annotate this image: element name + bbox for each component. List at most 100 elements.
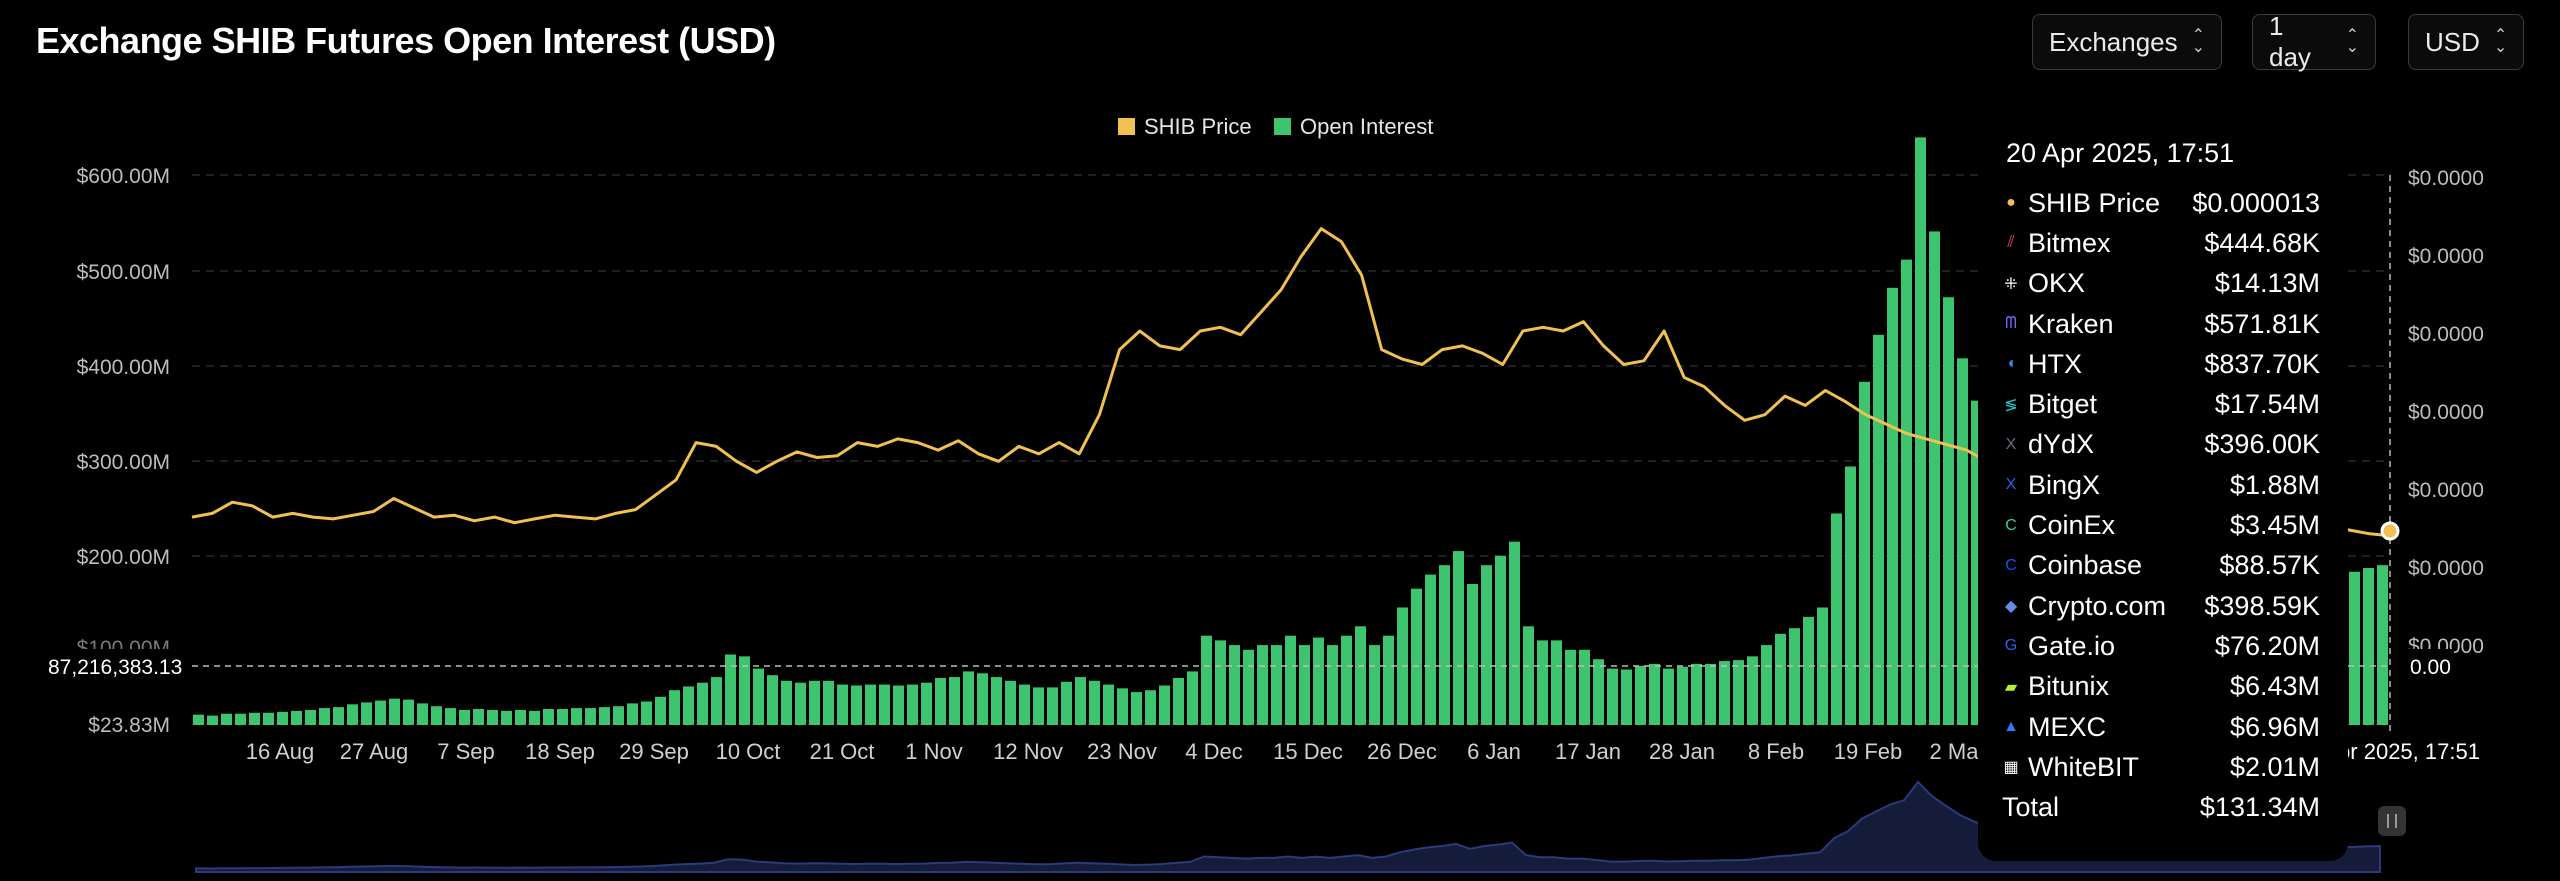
oi-bar[interactable] [1327,645,1338,725]
oi-bar[interactable] [1551,640,1562,725]
oi-bar[interactable] [1957,358,1968,725]
oi-bar[interactable] [879,684,890,725]
oi-bar[interactable] [1677,666,1688,725]
oi-bar[interactable] [1061,681,1072,725]
oi-bar[interactable] [991,677,1002,725]
oi-bar[interactable] [263,712,274,725]
exchanges-select[interactable]: Exchanges ⌃ ⌄ [2032,14,2222,70]
oi-bar[interactable] [333,707,344,725]
oi-bar[interactable] [865,684,876,725]
oi-bar[interactable] [417,703,428,725]
oi-bar[interactable] [1159,685,1170,725]
oi-bar[interactable] [1467,583,1478,725]
oi-bar[interactable] [599,707,610,725]
oi-bar[interactable] [823,680,834,725]
oi-bar[interactable] [1873,334,1884,725]
oi-bar[interactable] [1733,660,1744,725]
oi-bar[interactable] [1425,574,1436,725]
oi-bar[interactable] [1565,649,1576,725]
oi-bar[interactable] [1215,640,1226,725]
oi-bar[interactable] [963,671,974,725]
oi-bar[interactable] [1705,663,1716,725]
oi-bar[interactable] [1649,663,1660,725]
oi-bar[interactable] [319,708,330,725]
oi-bar[interactable] [1243,649,1254,725]
oi-bar[interactable] [977,673,988,725]
oi-bar[interactable] [795,682,806,725]
oi-bar[interactable] [725,654,736,725]
oi-bar[interactable] [1901,259,1912,725]
oi-bar[interactable] [641,701,652,725]
oi-bar[interactable] [1509,541,1520,725]
oi-bar[interactable] [1229,645,1240,725]
oi-bar[interactable] [1789,628,1800,725]
interval-select[interactable]: 1 day ⌃ ⌄ [2252,11,2376,72]
oi-bar[interactable] [907,684,918,725]
oi-bar[interactable] [1075,677,1086,725]
oi-bar[interactable] [207,715,218,725]
oi-bar[interactable] [1187,671,1198,725]
oi-bar[interactable] [585,708,596,725]
oi-bar[interactable] [1593,659,1604,725]
oi-bar[interactable] [1117,688,1128,725]
oi-bar[interactable] [1019,684,1030,725]
oi-bar[interactable] [515,709,526,725]
oi-bar[interactable] [949,677,960,725]
oi-bar[interactable] [1691,663,1702,725]
oi-bar[interactable] [389,698,400,725]
oi-bar[interactable] [1355,626,1366,725]
oi-bar[interactable] [809,680,820,725]
oi-bar[interactable] [1145,690,1156,725]
oi-bar[interactable] [935,677,946,725]
oi-bar[interactable] [1803,616,1814,725]
currency-select[interactable]: USD ⌃ ⌄ [2408,14,2524,70]
oi-bar[interactable] [529,710,540,725]
oi-bar[interactable] [1313,637,1324,725]
oi-bar[interactable] [1971,400,1982,725]
oi-bar[interactable] [1131,692,1142,725]
oi-bar[interactable] [487,709,498,725]
oi-bar[interactable] [1341,635,1352,725]
oi-bar[interactable] [1831,513,1842,725]
oi-bar[interactable] [291,710,302,725]
oi-bar[interactable] [1299,645,1310,725]
oi-bar[interactable] [1537,640,1548,725]
oi-bar[interactable] [1887,287,1898,725]
oi-bar[interactable] [1271,645,1282,725]
oi-bar[interactable] [459,709,470,725]
oi-bar[interactable] [2363,567,2374,725]
oi-bar[interactable] [669,690,680,725]
oi-bar[interactable] [501,710,512,725]
oi-bar[interactable] [1047,687,1058,725]
oi-bar[interactable] [1005,680,1016,725]
oi-bar[interactable] [571,708,582,725]
oi-bar[interactable] [1285,635,1296,725]
oi-bar[interactable] [473,709,484,725]
oi-bar[interactable] [249,712,260,725]
oi-bar[interactable] [1621,669,1632,725]
oi-bar[interactable] [543,709,554,725]
oi-bar[interactable] [375,700,386,725]
oi-bar[interactable] [1747,656,1758,725]
oi-bar[interactable] [837,684,848,725]
oi-bar[interactable] [1775,633,1786,725]
navigator-handle[interactable] [2378,806,2406,836]
oi-bar[interactable] [2377,565,2388,725]
oi-bar[interactable] [1089,680,1100,725]
legend-label-oi[interactable]: Open Interest [1300,114,1433,139]
oi-bar[interactable] [767,675,778,725]
oi-bar[interactable] [1607,668,1618,725]
oi-bar[interactable] [711,677,722,725]
oi-bar[interactable] [193,714,204,725]
oi-bar[interactable] [1663,668,1674,725]
oi-bar[interactable] [655,696,666,725]
oi-bar[interactable] [277,711,288,725]
oi-bar[interactable] [1719,661,1730,725]
oi-bar[interactable] [683,686,694,725]
oi-bar[interactable] [1915,137,1926,725]
oi-bar[interactable] [445,708,456,725]
oi-bar[interactable] [1845,466,1856,725]
oi-bar[interactable] [1103,684,1114,725]
oi-bar[interactable] [1481,565,1492,725]
oi-bar[interactable] [1201,635,1212,725]
